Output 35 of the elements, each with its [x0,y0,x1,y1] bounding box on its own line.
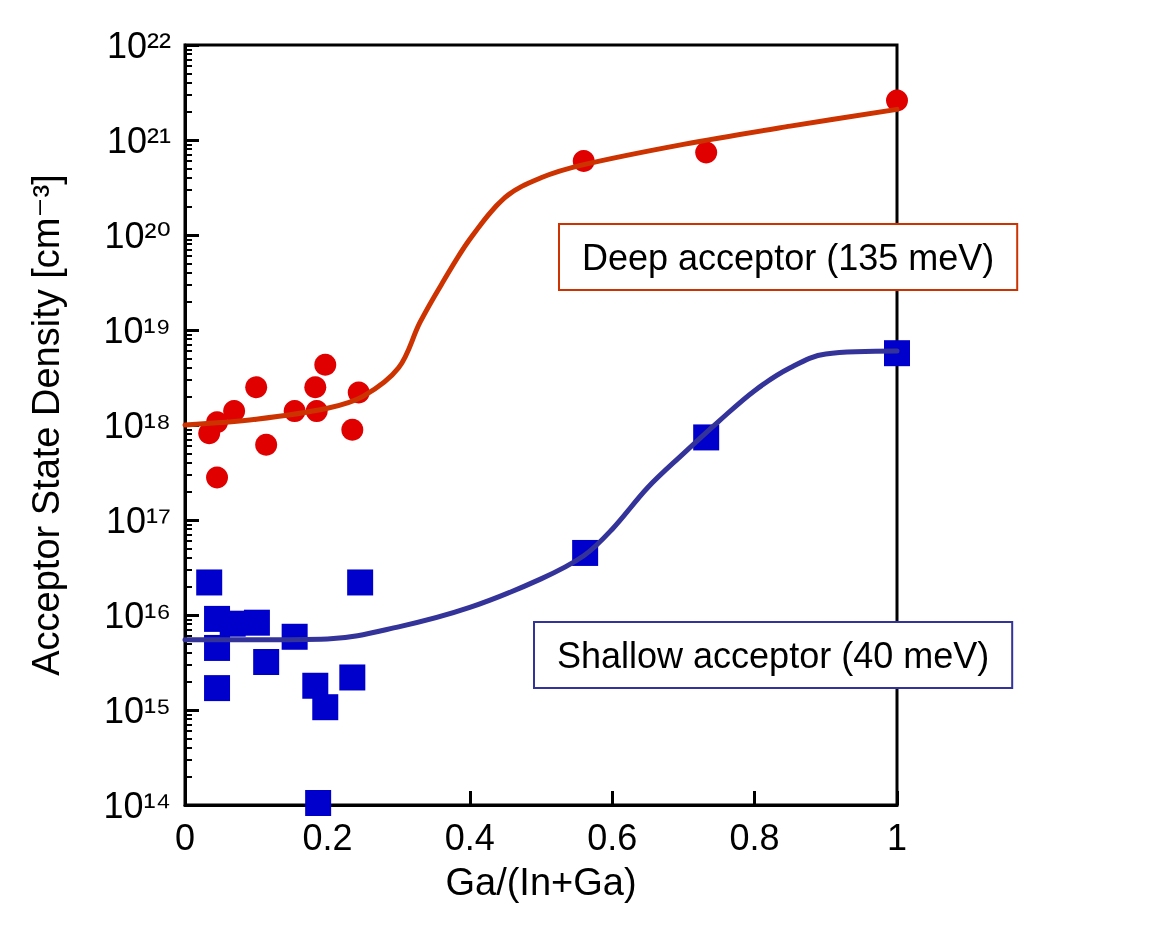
point [243,609,270,636]
x-tick-label: 0.2 [302,816,353,858]
x-tick-label: 0 [174,816,196,858]
y-tick-label: 10²¹ [106,119,171,161]
point [886,89,908,112]
y-tick-label: 10¹⁷ [105,499,171,541]
x-tick-label: 0.6 [587,816,638,858]
point [312,694,339,721]
x-tick-label: 0.8 [729,816,780,858]
y-tick-label: 10²⁰ [104,214,171,256]
point [347,569,374,596]
point [245,376,268,399]
point [253,649,280,676]
point [206,466,229,489]
annotation: Deep acceptor (135 meV) [582,236,995,278]
y-tick-label: 10¹⁸ [103,404,171,446]
point [695,141,718,164]
y-tick-label: 10¹⁶ [104,594,171,636]
x-axis-title: Ga/(In+Ga) [445,861,637,903]
x-tick-label: 0.4 [444,816,495,858]
y-tick-label: 10¹⁹ [103,309,171,351]
point [204,675,231,702]
y-tick-label: 10²² [106,24,171,66]
point [305,789,332,816]
y-tick-label: 10¹⁴ [103,784,171,826]
x-tick-label: 1 [886,816,908,858]
point [304,376,327,399]
annotation: Shallow acceptor (40 meV) [557,634,990,676]
y-tick-label: 10¹⁵ [104,689,171,731]
point [341,418,364,441]
point [255,433,278,456]
point [196,569,223,596]
point [314,353,337,376]
point [339,664,366,691]
y-axis-title: Acceptor State Density [cm⁻³] [25,174,67,676]
